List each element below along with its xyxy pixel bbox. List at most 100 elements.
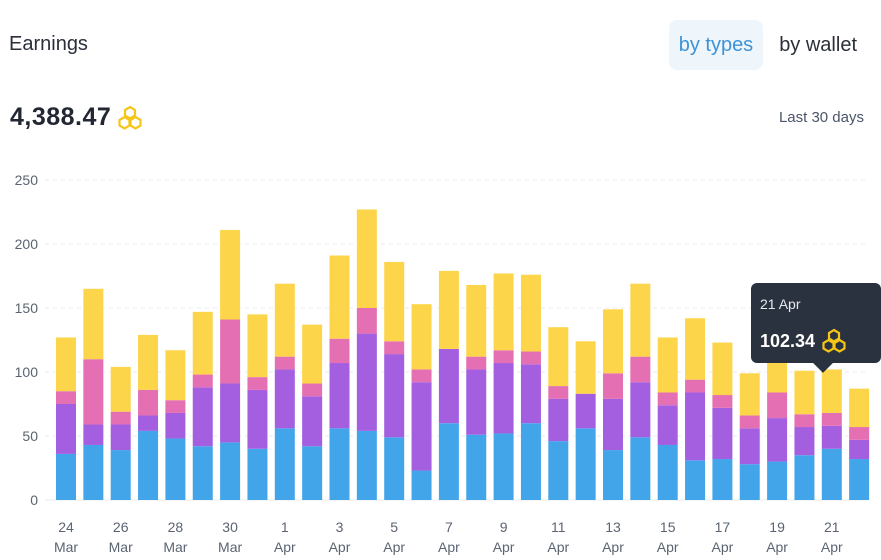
bar-stack[interactable] (411, 304, 432, 500)
bar-segment[interactable] (384, 354, 405, 438)
bar-segment[interactable] (849, 388, 870, 428)
bar-segment[interactable] (274, 428, 295, 500)
bar-stack[interactable] (384, 261, 405, 500)
bar-segment[interactable] (548, 386, 569, 399)
bar-segment[interactable] (110, 366, 131, 412)
bar-stack[interactable] (220, 229, 241, 500)
tab-by-types[interactable]: by types (668, 20, 764, 70)
bar-segment[interactable] (329, 338, 350, 364)
bar-segment[interactable] (685, 392, 706, 461)
bar-segment[interactable] (520, 423, 541, 500)
bar-segment[interactable] (274, 283, 295, 357)
bar-segment[interactable] (56, 337, 76, 392)
bar-segment[interactable] (438, 348, 459, 424)
bar-segment[interactable] (821, 425, 842, 449)
bar-segment[interactable] (657, 405, 678, 445)
bar-segment[interactable] (247, 448, 268, 500)
bar-segment[interactable] (220, 229, 241, 320)
bar-stack[interactable] (603, 309, 623, 500)
bar-segment[interactable] (603, 398, 623, 451)
bar-stack[interactable] (56, 337, 76, 500)
bar-segment[interactable] (110, 450, 131, 500)
bar-segment[interactable] (603, 373, 623, 399)
bar-segment[interactable] (712, 342, 733, 396)
bar-segment[interactable] (685, 460, 706, 500)
bar-stack[interactable] (438, 270, 459, 500)
bar-stack[interactable] (329, 255, 350, 500)
bar-segment[interactable] (56, 453, 76, 500)
bar-segment[interactable] (603, 309, 623, 374)
bar-segment[interactable] (849, 439, 870, 460)
bar-segment[interactable] (821, 412, 842, 426)
bar-segment[interactable] (630, 382, 651, 438)
bar-segment[interactable] (630, 437, 651, 500)
tab-by-wallet[interactable]: by wallet (779, 34, 857, 56)
bar-segment[interactable] (302, 396, 323, 447)
bar-segment[interactable] (685, 379, 706, 393)
bar-segment[interactable] (384, 261, 405, 342)
bar-segment[interactable] (466, 356, 487, 370)
bar-segment[interactable] (849, 427, 870, 440)
bar-segment[interactable] (548, 327, 569, 387)
bar-segment[interactable] (849, 459, 870, 500)
bar-stack[interactable] (165, 350, 186, 500)
bar-stack[interactable] (630, 283, 651, 500)
bar-segment[interactable] (165, 412, 186, 439)
bar-stack[interactable] (493, 273, 514, 500)
bar-stack[interactable] (138, 334, 159, 500)
bar-segment[interactable] (247, 314, 268, 378)
bar-stack[interactable] (520, 274, 541, 500)
bar-segment[interactable] (739, 464, 760, 500)
bar-segment[interactable] (247, 377, 268, 390)
bar-segment[interactable] (302, 446, 323, 500)
bar-segment[interactable] (767, 461, 788, 500)
bar-segment[interactable] (329, 428, 350, 500)
bar-segment[interactable] (138, 430, 159, 500)
bar-segment[interactable] (794, 455, 815, 500)
bar-segment[interactable] (630, 283, 651, 357)
bar-segment[interactable] (384, 341, 405, 355)
bar-segment[interactable] (466, 434, 487, 500)
bar-segment[interactable] (192, 311, 213, 375)
bar-segment[interactable] (821, 448, 842, 500)
bar-segment[interactable] (356, 209, 377, 308)
bar-segment[interactable] (138, 389, 159, 416)
bar-segment[interactable] (411, 369, 432, 383)
bar-stack[interactable] (192, 311, 213, 500)
bar-stack[interactable] (83, 288, 104, 500)
bar-segment[interactable] (220, 383, 241, 443)
bar-segment[interactable] (657, 392, 678, 406)
bar-segment[interactable] (329, 363, 350, 429)
bar-segment[interactable] (165, 400, 186, 413)
bar-stack[interactable] (821, 369, 842, 500)
bar-segment[interactable] (575, 393, 596, 429)
bar-segment[interactable] (739, 415, 760, 429)
bar-stack[interactable] (794, 370, 815, 500)
bar-segment[interactable] (794, 370, 815, 415)
bar-segment[interactable] (767, 418, 788, 462)
bar-segment[interactable] (548, 398, 569, 442)
bar-segment[interactable] (356, 430, 377, 500)
bar-segment[interactable] (520, 351, 541, 365)
bar-segment[interactable] (493, 363, 514, 434)
bar-segment[interactable] (575, 428, 596, 500)
bar-stack[interactable] (110, 366, 131, 500)
bar-segment[interactable] (411, 304, 432, 370)
bar-stack[interactable] (685, 318, 706, 500)
bar-segment[interactable] (438, 270, 459, 349)
bar-segment[interactable] (56, 404, 76, 454)
bar-segment[interactable] (438, 423, 459, 500)
bar-segment[interactable] (520, 274, 541, 352)
bar-segment[interactable] (466, 369, 487, 435)
bar-stack[interactable] (739, 373, 760, 500)
bar-segment[interactable] (274, 356, 295, 370)
bar-segment[interactable] (165, 350, 186, 401)
bar-segment[interactable] (548, 441, 569, 500)
bar-segment[interactable] (712, 395, 733, 408)
bar-stack[interactable] (575, 341, 596, 500)
bar-segment[interactable] (712, 407, 733, 460)
bar-segment[interactable] (411, 382, 432, 471)
bar-segment[interactable] (520, 364, 541, 424)
bar-segment[interactable] (739, 428, 760, 465)
bar-segment[interactable] (83, 444, 104, 500)
